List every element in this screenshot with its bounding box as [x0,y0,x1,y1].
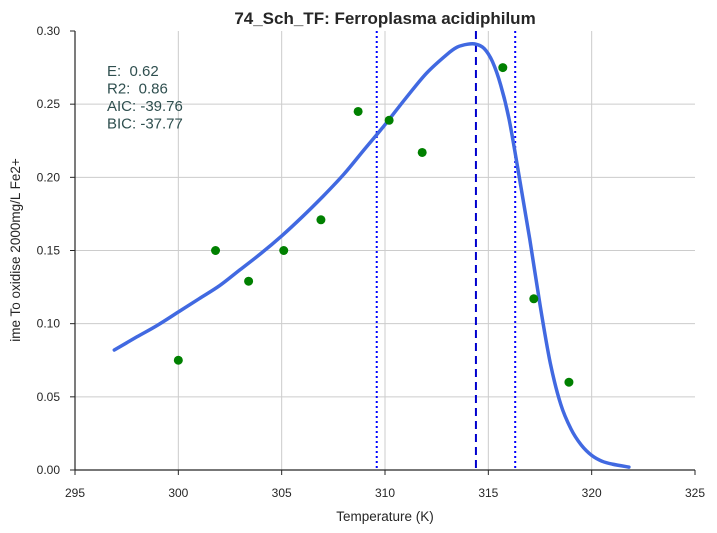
data-point [279,246,289,255]
data-point [244,276,254,286]
data-point [417,147,427,157]
y-tick-label: 0.00 [37,463,61,477]
y-tick-label: 0.25 [37,97,61,111]
data-point [498,63,508,73]
fit-curve [112,41,631,469]
data-point [316,215,326,225]
data-point [564,377,574,387]
data-point [353,106,363,116]
chart-title: 74_Sch_TF: Ferroplasma acidiphilum [234,9,535,28]
x-tick-label: 305 [272,486,292,500]
stat-annotation: R2: 0.86 [107,81,168,98]
y-tick-label: 0.20 [37,170,61,184]
x-tick-labels: 295 300 305 310 315 320 325 [65,470,705,500]
stat-annotation: E: 0.62 [107,63,159,80]
y-tick-labels: 0.00 0.05 0.10 0.15 0.20 0.25 0.30 [37,24,75,477]
stat-annotation: AIC: -39.76 [107,98,183,115]
x-tick-label: 295 [65,486,85,500]
stat-annotation: BIC: -37.77 [107,116,183,133]
data-point [529,294,539,304]
y-tick-label: 0.10 [37,317,61,331]
x-tick-label: 310 [375,486,395,500]
y-tick-label: 0.15 [37,244,61,258]
data-point [384,115,394,125]
x-axis-label: Temperature (K) [336,509,434,524]
data-point [173,355,183,365]
fit-curve-layer [112,41,631,469]
x-tick-label: 320 [582,486,602,500]
y-tick-label: 0.30 [37,24,61,38]
data-points [173,63,574,387]
x-tick-label: 315 [478,486,498,500]
y-tick-label: 0.05 [37,390,61,404]
vertical-lines [375,31,517,470]
data-point [211,246,221,255]
x-tick-label: 325 [685,486,705,500]
x-tick-label: 300 [168,486,188,500]
y-axis-label: ime To oxidise 2000mg/L Fe2+ [8,158,23,342]
